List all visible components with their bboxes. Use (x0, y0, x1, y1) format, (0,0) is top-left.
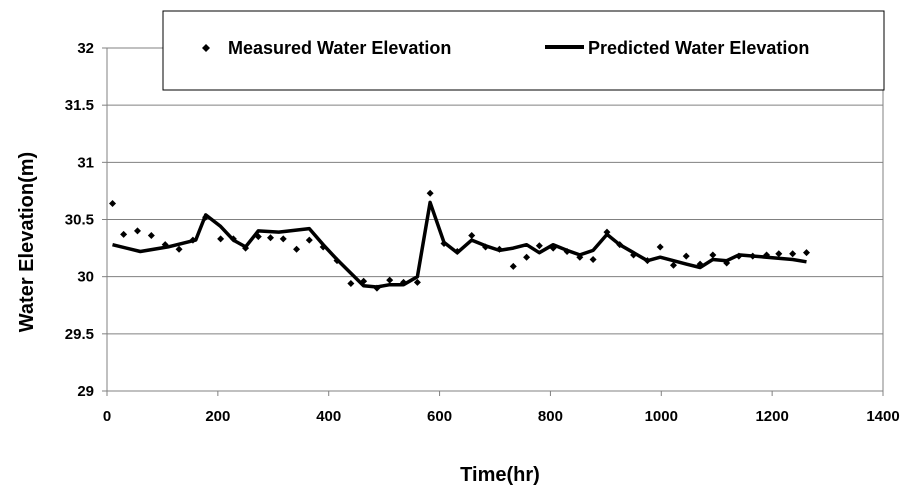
measured-point (426, 189, 434, 197)
measured-point (386, 276, 394, 284)
x-tick-label: 0 (103, 408, 111, 425)
predicted-series-line (112, 200, 807, 289)
measured-point (803, 249, 811, 257)
grid-lines (107, 47, 883, 335)
measured-point (147, 232, 155, 240)
measured-point (305, 236, 313, 244)
x-tick-label: 400 (316, 408, 341, 425)
x-tick-label: 200 (205, 408, 230, 425)
y-tick-label: 32 (77, 40, 94, 57)
y-tick-label: 31.5 (65, 97, 94, 114)
legend: Measured Water Elevation Predicted Water… (162, 10, 885, 91)
x-tick-label: 1000 (645, 408, 678, 425)
x-tick-label: 1400 (866, 408, 899, 425)
measured-point (347, 280, 355, 288)
measured-point (589, 256, 597, 264)
measured-point (709, 251, 717, 259)
measured-point (120, 230, 128, 238)
measured-point (267, 234, 275, 242)
legend-item-predicted: Predicted Water Elevation (545, 38, 809, 58)
measured-point (413, 278, 421, 286)
y-tick-label: 29.5 (65, 326, 94, 343)
measured-point (468, 232, 476, 240)
legend-item-measured: Measured Water Elevation (202, 38, 451, 58)
measured-point (682, 252, 690, 260)
measured-point (656, 243, 664, 251)
y-tick-label: 30 (77, 269, 94, 286)
measured-point (789, 250, 797, 258)
y-axis-ticks: 29 29.5 30 30.5 31 31.5 32 (65, 40, 107, 400)
x-tick-label: 800 (538, 408, 563, 425)
y-tick-label: 30.5 (65, 212, 94, 229)
measured-point (217, 235, 225, 243)
measured-point (775, 250, 783, 258)
x-axis-ticks: 0 200 400 600 800 1000 1200 1400 (103, 391, 900, 425)
measured-point (279, 235, 287, 243)
x-tick-label: 600 (427, 408, 452, 425)
y-tick-label: 29 (77, 383, 94, 400)
x-axis-title: Time(hr) (460, 464, 540, 486)
measured-point (576, 253, 584, 261)
legend-box (162, 10, 885, 91)
x-tick-label: 1200 (755, 408, 788, 425)
legend-label-measured: Measured Water Elevation (228, 38, 451, 58)
legend-label-predicted: Predicted Water Elevation (588, 38, 809, 58)
measured-point (133, 227, 141, 235)
measured-point (535, 242, 543, 250)
measured-point (669, 261, 677, 269)
measured-point (175, 245, 183, 253)
measured-point (293, 245, 301, 253)
measured-point (523, 253, 531, 261)
y-tick-label: 31 (77, 154, 94, 171)
legend-diamond-marker (202, 44, 210, 52)
series-layer (109, 189, 811, 292)
measured-point (509, 262, 517, 270)
measured-point (109, 199, 117, 207)
y-axis-title: Water Elevation(m) (16, 152, 38, 332)
